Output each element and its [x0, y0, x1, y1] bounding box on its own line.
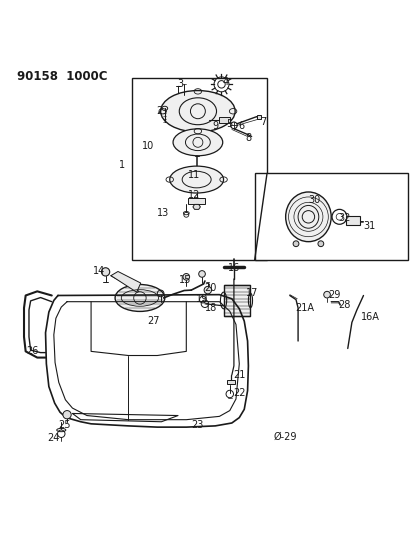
Text: 4: 4: [222, 77, 228, 87]
Text: 2: 2: [156, 106, 162, 116]
Bar: [226, 379, 235, 384]
Text: 11: 11: [187, 171, 199, 180]
Circle shape: [323, 292, 330, 298]
Bar: [223, 285, 250, 316]
Bar: [254, 173, 407, 260]
Text: 8: 8: [245, 133, 251, 143]
Bar: [256, 115, 260, 119]
Text: 14: 14: [93, 265, 105, 276]
Polygon shape: [192, 204, 200, 209]
Circle shape: [101, 268, 109, 276]
Text: 21A: 21A: [294, 303, 313, 313]
Bar: [345, 216, 359, 225]
Text: 32: 32: [337, 213, 350, 223]
Ellipse shape: [285, 192, 330, 241]
Bar: [132, 78, 266, 260]
Ellipse shape: [160, 91, 235, 132]
Text: 15: 15: [179, 274, 191, 285]
Text: 21: 21: [233, 370, 245, 380]
Text: 30: 30: [308, 195, 320, 205]
Text: 27: 27: [147, 316, 159, 326]
Ellipse shape: [115, 285, 164, 311]
Text: 25: 25: [58, 419, 70, 430]
Text: 9: 9: [212, 121, 218, 131]
Bar: [219, 117, 229, 123]
Text: 17: 17: [245, 288, 257, 297]
Text: 28: 28: [337, 300, 350, 310]
Text: 29: 29: [328, 289, 340, 300]
Text: 20: 20: [204, 284, 216, 294]
Bar: [188, 198, 204, 204]
Text: Ø-29: Ø-29: [273, 432, 296, 442]
Circle shape: [292, 241, 298, 247]
Text: 5: 5: [226, 119, 233, 128]
Ellipse shape: [173, 129, 222, 156]
Text: 16A: 16A: [360, 312, 379, 322]
Circle shape: [317, 241, 323, 247]
Text: 22: 22: [233, 388, 245, 398]
Text: 90158  1000C: 90158 1000C: [17, 70, 107, 83]
Text: 3: 3: [177, 79, 183, 90]
Text: 10: 10: [142, 141, 154, 151]
Circle shape: [198, 271, 205, 277]
Circle shape: [204, 286, 211, 294]
Text: 13: 13: [157, 208, 169, 217]
Text: 26: 26: [26, 346, 38, 357]
Text: 31: 31: [362, 221, 375, 231]
Text: 6: 6: [237, 121, 243, 131]
Text: 23: 23: [191, 419, 204, 430]
Polygon shape: [111, 271, 140, 292]
Text: 24: 24: [47, 433, 59, 443]
Text: 16: 16: [227, 263, 240, 273]
Ellipse shape: [169, 166, 223, 193]
Text: 12: 12: [188, 190, 200, 200]
Text: 18: 18: [204, 303, 217, 313]
Text: 7: 7: [259, 117, 266, 127]
Text: 19: 19: [195, 294, 207, 304]
Text: 1: 1: [119, 160, 125, 170]
Circle shape: [63, 410, 71, 419]
Circle shape: [183, 273, 189, 280]
